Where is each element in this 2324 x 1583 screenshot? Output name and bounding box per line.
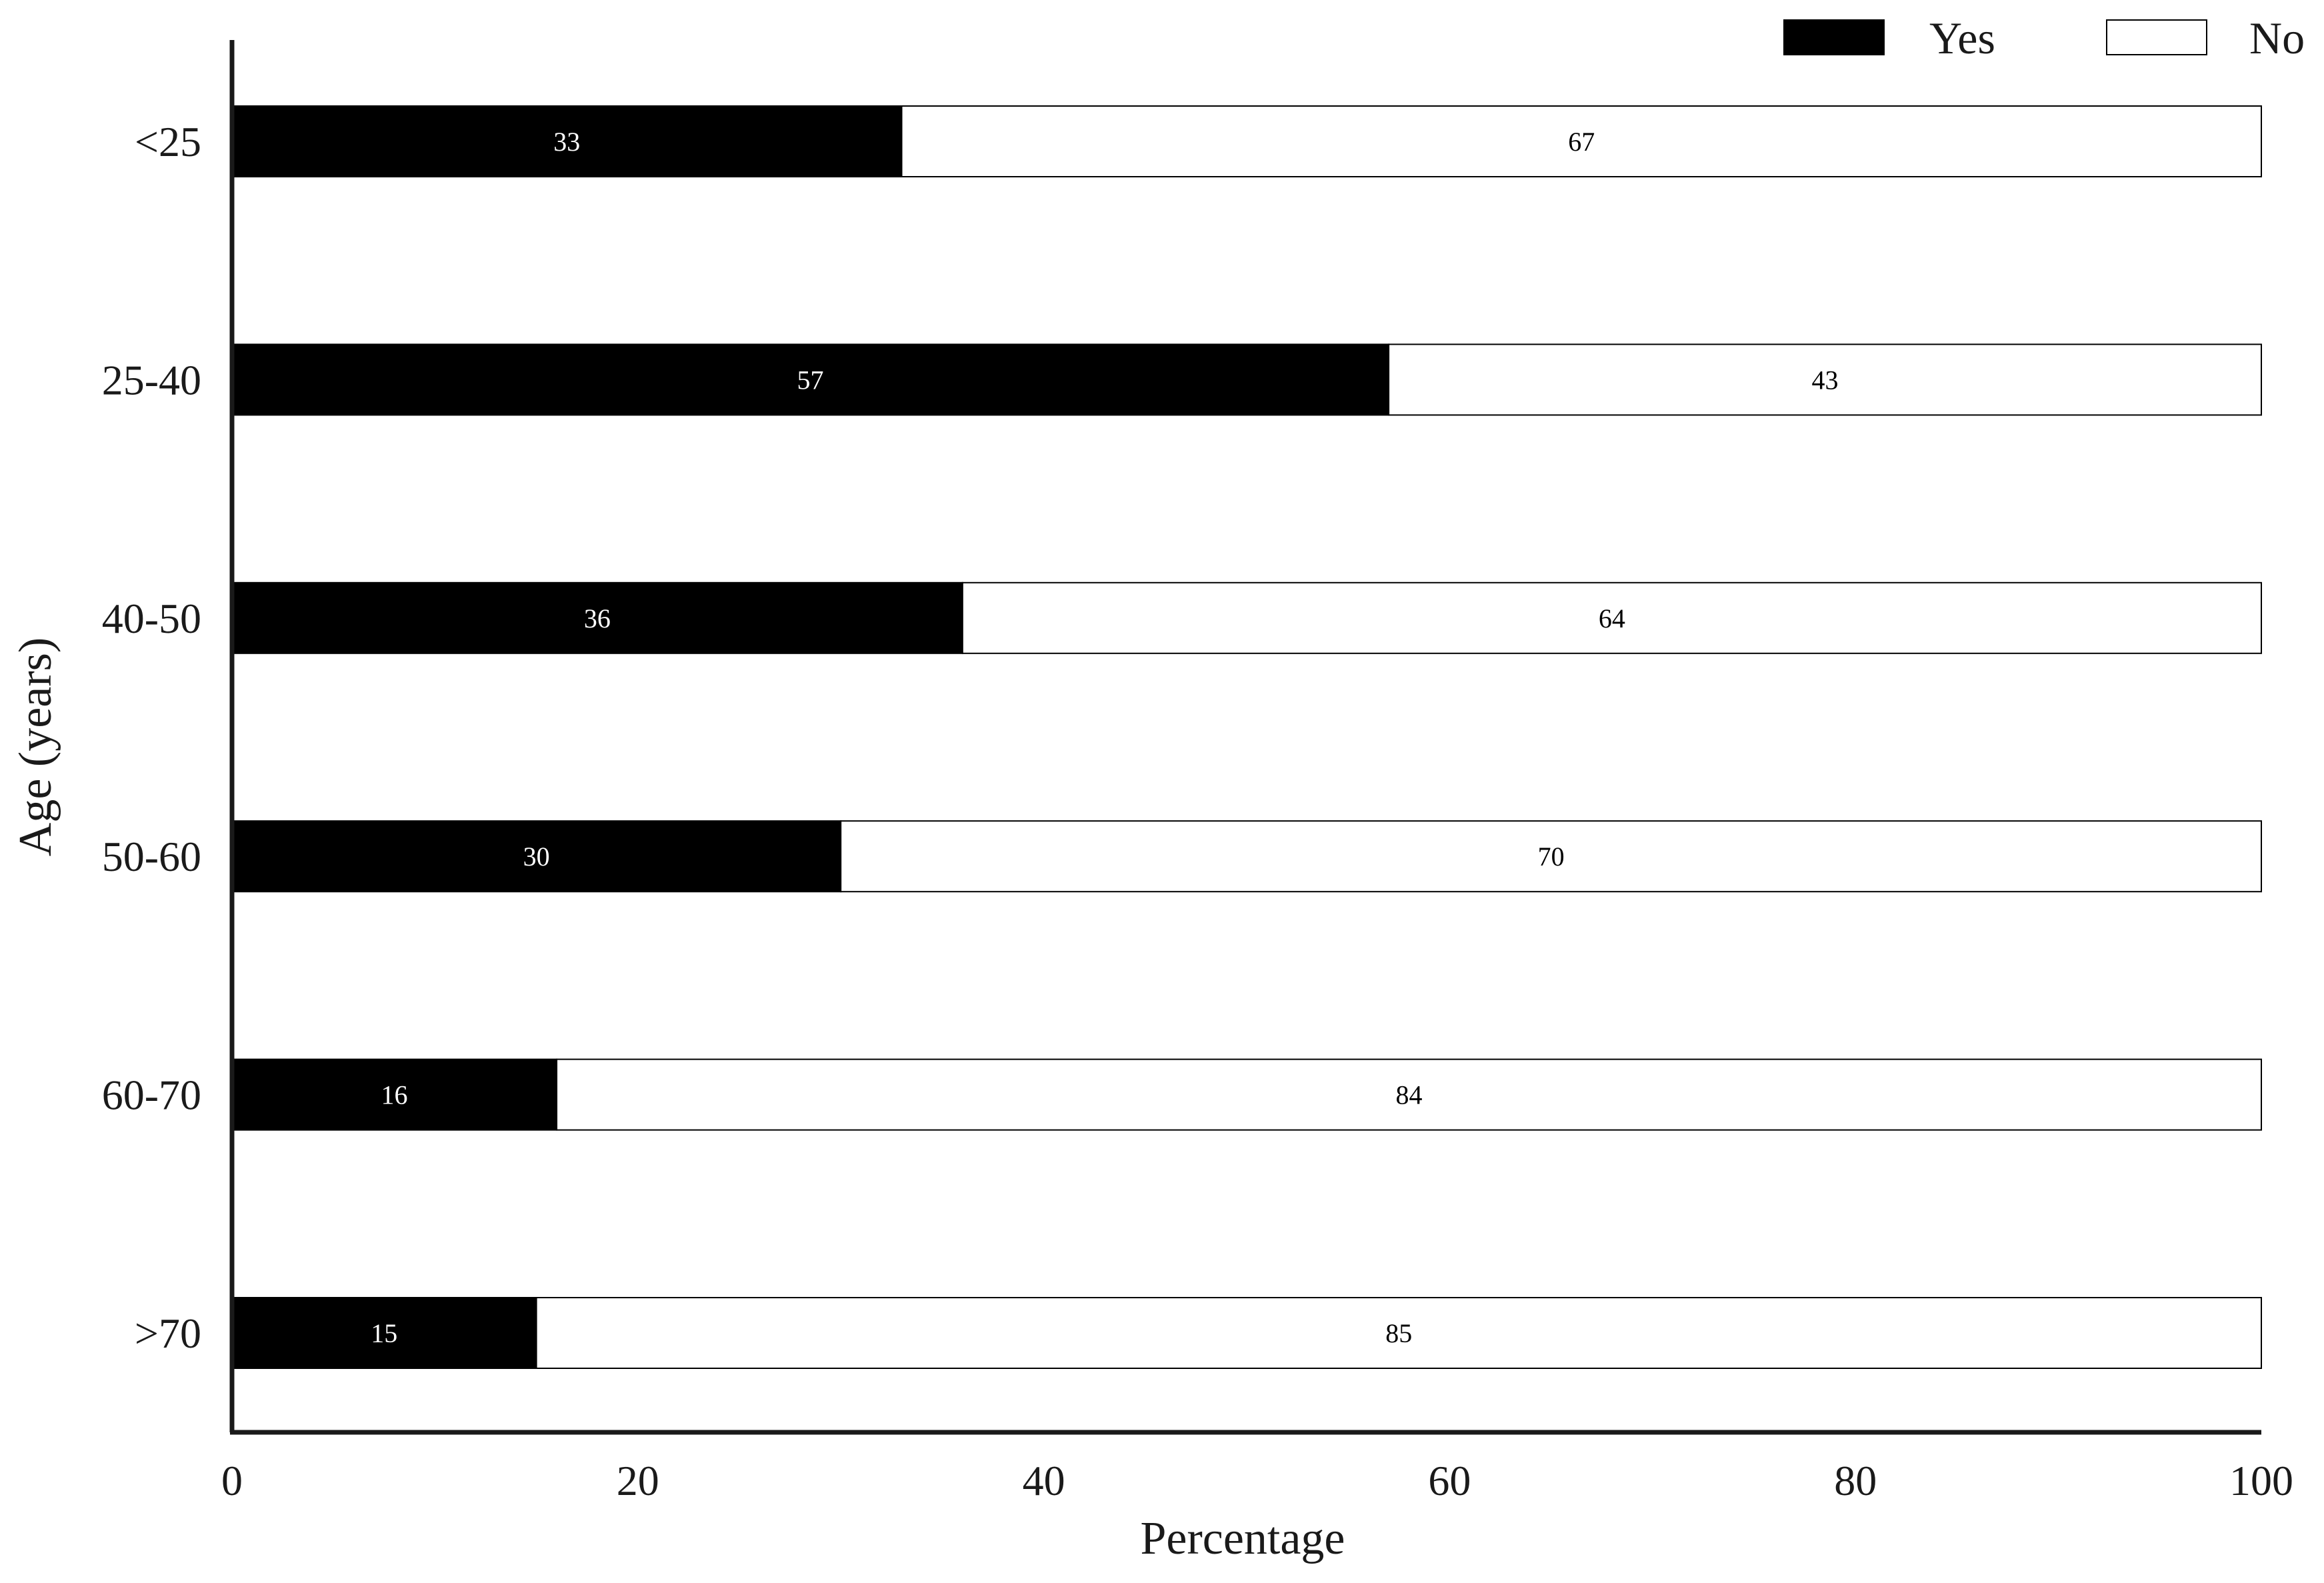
x-tick-label-3: 60 [1428,1457,1471,1504]
data-label-yes-2: 36 [584,603,611,633]
bar-no-4 [556,1058,2262,1131]
y-tick-label-5: >70 [135,1310,201,1357]
y-axis-title: Age (years) [10,637,61,856]
legend-swatch-yes [1783,19,1885,55]
data-label-yes-1: 57 [797,365,824,395]
y-tick-label-2: 40-50 [102,595,201,642]
legend-swatch-no [2106,19,2207,55]
bar-no-0 [901,105,2262,177]
x-tick-label-0: 0 [221,1457,243,1504]
y-tick-label-4: 60-70 [102,1072,201,1119]
data-label-no-2: 64 [1599,603,1625,633]
x-tick-label-2: 40 [1023,1457,1065,1504]
data-label-yes-4: 16 [381,1080,408,1110]
x-tick-label-4: 80 [1834,1457,1877,1504]
legend: Yes No [1783,13,2305,63]
y-tick-label-3: 50-60 [102,833,201,880]
data-label-no-3: 70 [1538,842,1565,872]
bar-no-1 [1388,343,2263,416]
data-label-no-4: 84 [1396,1080,1423,1110]
x-tick-label-5: 100 [2229,1457,2293,1504]
bar-no-2 [961,581,2262,654]
bar-yes-2 [231,581,963,654]
bar-yes-3 [231,820,842,893]
data-label-yes-5: 15 [371,1318,397,1348]
legend-label-no: No [2249,13,2305,63]
y-tick-label-1: 25-40 [102,356,201,403]
y-tick-label-0: <25 [135,118,201,165]
labels-layer: 33 67 <25 57 43 25-40 36 64 40-50 30 70 50-60 16 84 60… [102,118,2293,1504]
data-label-yes-3: 30 [523,842,550,872]
bar-no-3 [840,820,2262,893]
x-tick-label-1: 20 [617,1457,659,1504]
bars-layer [231,105,2263,1369]
bar-yes-0 [231,105,903,177]
data-label-yes-0: 33 [553,127,580,157]
bar-no-5 [535,1297,2262,1369]
bar-yes-1 [231,343,1390,416]
data-label-no-1: 43 [1812,365,1839,395]
data-label-no-5: 85 [1385,1318,1412,1348]
x-axis-title: Percentage [1140,1513,1345,1564]
axes-layer [229,40,2261,1435]
data-label-no-0: 67 [1568,127,1595,157]
legend-label-yes: Yes [1929,13,1995,63]
